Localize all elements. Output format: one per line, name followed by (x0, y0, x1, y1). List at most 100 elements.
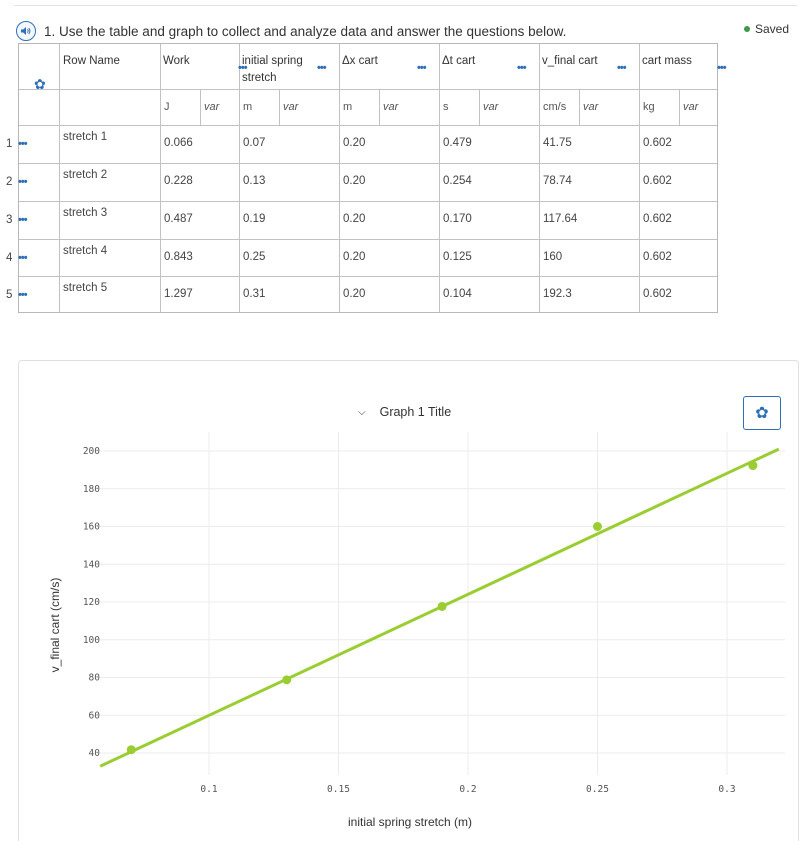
table-column-divider (59, 44, 60, 312)
column-header-4[interactable]: Δt cart (442, 55, 476, 67)
table-cell[interactable]: 0.20 (343, 175, 366, 187)
unit-subcolumn-divider (279, 89, 280, 125)
table-cell[interactable]: 0.602 (643, 251, 672, 263)
graph-title-dropdown[interactable]: ⌵ Graph 1 Title (358, 405, 451, 419)
row-number: 5 (6, 289, 13, 301)
row-name-cell[interactable]: stretch 3 (63, 207, 108, 219)
table-cell[interactable]: 0.602 (643, 213, 672, 225)
graph-settings-button[interactable]: ✿ (743, 396, 781, 430)
column-header-6[interactable]: cart mass (642, 55, 692, 67)
row-name-cell[interactable]: stretch 5 (63, 282, 108, 294)
table-cell[interactable]: 0.104 (443, 288, 472, 300)
table-cell[interactable]: 0.25 (243, 251, 266, 263)
column-var-3[interactable]: var (383, 101, 399, 113)
column-header-2[interactable]: initial spring stretch (242, 55, 303, 84)
column-unit-1[interactable]: J (164, 101, 170, 113)
unit-subcolumn-divider (200, 89, 201, 125)
table-cell[interactable]: 78.74 (543, 175, 572, 187)
table-cell[interactable]: 0.066 (164, 137, 193, 149)
y-tick-label: 100 (83, 635, 100, 646)
y-tick-label: 80 (89, 673, 101, 684)
row-number: 1 (6, 138, 13, 150)
x-axis-label: initial spring stretch (m) (347, 815, 473, 829)
column-header-1[interactable]: Work (163, 55, 190, 67)
row-name-cell[interactable]: stretch 1 (63, 131, 108, 143)
column-var-4[interactable]: var (483, 101, 499, 113)
row-number: 3 (6, 214, 13, 226)
data-point (126, 745, 136, 755)
table-cell[interactable]: 1.297 (164, 288, 193, 300)
table-cell[interactable]: 41.75 (543, 137, 572, 149)
speaker-icon[interactable] (16, 21, 36, 41)
unit-subcolumn-divider (579, 89, 580, 125)
row-menu-button[interactable]: ••• (18, 214, 28, 226)
y-tick-label: 160 (83, 522, 100, 533)
column-menu-button-3[interactable]: ••• (417, 62, 427, 74)
row-name-header: Row Name (63, 55, 120, 67)
table-cell[interactable]: 0.20 (343, 137, 366, 149)
table-column-divider (439, 44, 440, 312)
y-tick-label: 120 (83, 597, 100, 608)
table-cell[interactable]: 0.19 (243, 213, 266, 225)
column-var-1[interactable]: var (204, 101, 220, 113)
column-var-2[interactable]: var (283, 101, 299, 113)
table-cell[interactable]: 0.31 (243, 288, 266, 300)
row-menu-button[interactable]: ••• (18, 138, 28, 150)
table-settings-gear-icon[interactable]: ✿ (34, 76, 46, 92)
table-cell[interactable]: 117.64 (543, 213, 578, 225)
unit-subcolumn-divider (679, 89, 680, 125)
table-row-divider (19, 201, 717, 202)
top-divider (14, 5, 797, 6)
table-cell[interactable]: 0.843 (164, 251, 193, 263)
data-point (748, 461, 758, 471)
table-row-divider (19, 276, 717, 277)
column-menu-button-5[interactable]: ••• (617, 62, 627, 74)
x-tick-label: 0.25 (586, 784, 609, 795)
row-menu-button[interactable]: ••• (18, 176, 28, 188)
column-menu-button-2[interactable]: ••• (317, 62, 327, 74)
table-column-divider (160, 44, 161, 312)
column-header-5[interactable]: v_final cart (542, 55, 598, 67)
row-menu-button[interactable]: ••• (18, 252, 28, 264)
table-cell[interactable]: 0.254 (443, 175, 472, 187)
row-name-cell[interactable]: stretch 2 (63, 169, 108, 181)
row-name-cell[interactable]: stretch 4 (63, 245, 108, 257)
table-cell[interactable]: 0.487 (164, 213, 193, 225)
graph-title: Graph 1 Title (379, 405, 452, 419)
column-unit-3[interactable]: m (343, 101, 353, 113)
column-menu-button-1[interactable]: ••• (238, 62, 248, 74)
table-cell[interactable]: 0.07 (243, 137, 266, 149)
table-cell[interactable]: 0.602 (643, 137, 672, 149)
table-cell[interactable]: 0.479 (443, 137, 472, 149)
table-cell[interactable]: 192.3 (543, 288, 572, 300)
table-cell[interactable]: 0.170 (443, 213, 472, 225)
column-unit-5[interactable]: cm/s (543, 101, 567, 113)
table-cell[interactable]: 160 (543, 251, 563, 263)
column-header-3[interactable]: Δx cart (342, 55, 378, 67)
column-menu-button-4[interactable]: ••• (517, 62, 527, 74)
column-unit-4[interactable]: s (443, 101, 449, 113)
column-unit-2[interactable]: m (243, 101, 253, 113)
table-cell[interactable]: 0.13 (243, 175, 266, 187)
column-menu-button-6[interactable]: ••• (717, 62, 727, 74)
question-text: 1. Use the table and graph to collect an… (44, 23, 567, 39)
table-cell[interactable]: 0.20 (343, 288, 366, 300)
column-unit-6[interactable]: kg (643, 101, 655, 113)
y-tick-label: 200 (83, 446, 100, 457)
table-row-divider (19, 239, 717, 240)
table-cell[interactable]: 0.20 (343, 213, 366, 225)
column-var-6[interactable]: var (683, 101, 699, 113)
table-cell[interactable]: 0.602 (643, 288, 672, 300)
table-cell[interactable]: 0.125 (443, 251, 472, 263)
column-var-5[interactable]: var (583, 101, 599, 113)
table-cell[interactable]: 0.602 (643, 175, 672, 187)
data-point (593, 522, 602, 531)
table-cell[interactable]: 0.228 (164, 175, 193, 187)
y-tick-label: 140 (83, 559, 100, 570)
table-column-divider (639, 44, 640, 312)
unit-subcolumn-divider (479, 89, 480, 125)
x-tick-label: 0.15 (327, 784, 350, 795)
row-menu-button[interactable]: ••• (18, 289, 28, 301)
table-cell[interactable]: 0.20 (343, 251, 366, 263)
